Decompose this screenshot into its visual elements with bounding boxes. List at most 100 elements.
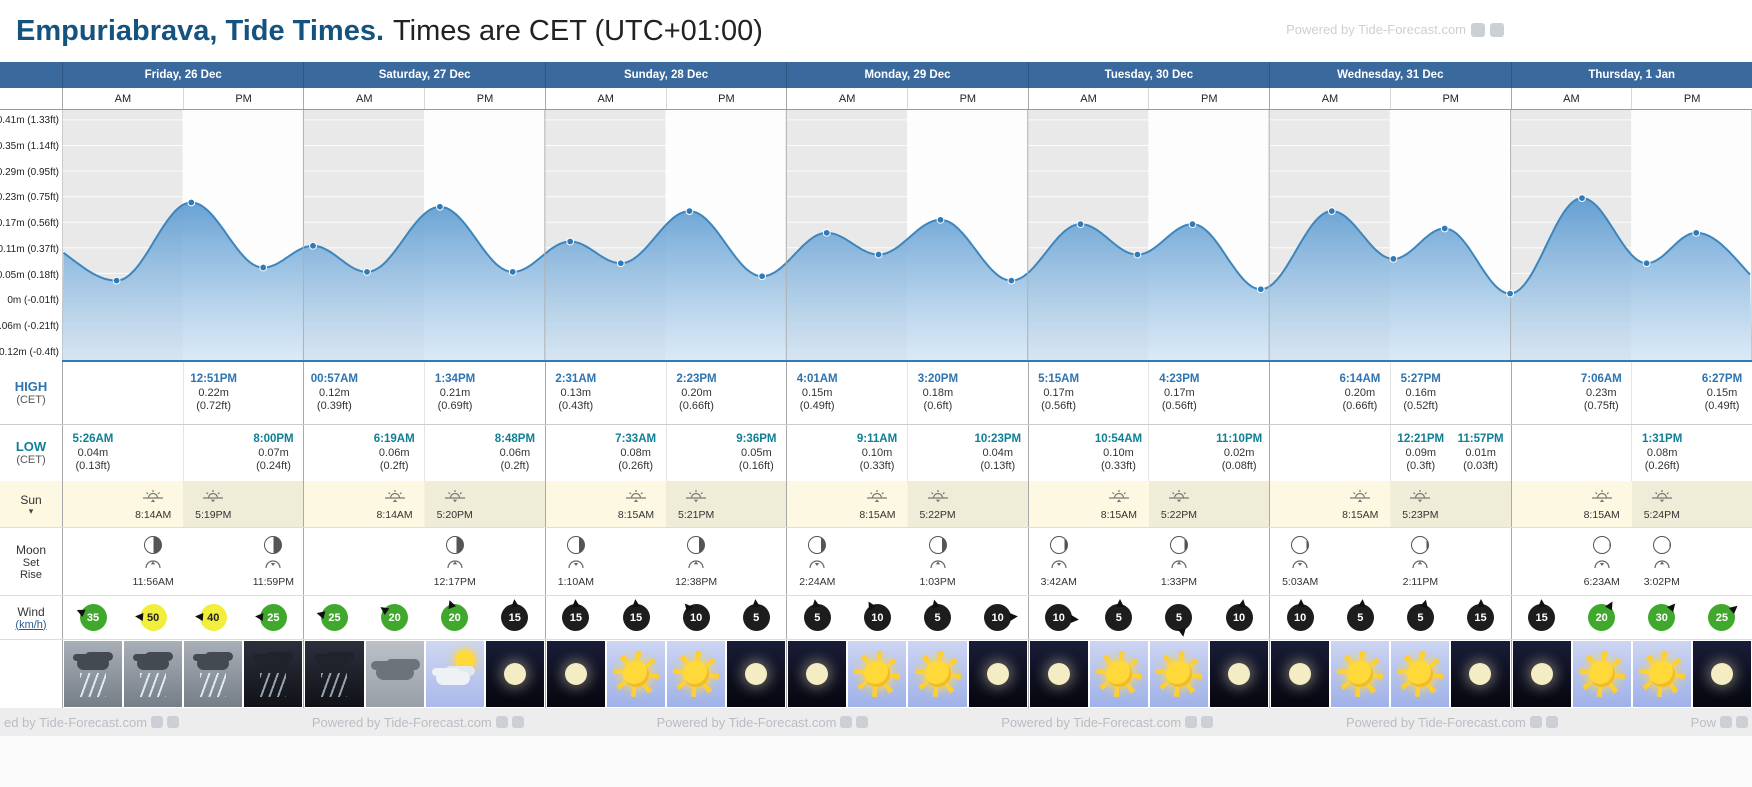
weather-sunny-icon [1572, 641, 1631, 707]
day-weather [1510, 640, 1752, 708]
tide-height-m: 0.12m [319, 386, 350, 399]
wind-label: Wind [17, 604, 45, 619]
page-header: Empuriabrava, Tide Times. Times are CET … [0, 0, 1752, 62]
wind-direction-arrow [251, 611, 264, 621]
day-ampm-cell: AM PM [303, 88, 544, 109]
sunrise-event: 8:15AM [1584, 488, 1620, 521]
sunrise-icon [625, 488, 647, 508]
play-store-icon[interactable] [1490, 22, 1504, 37]
powered-by-text: Powered by Tide-Forecast.com [1286, 22, 1466, 37]
tide-point-high [436, 202, 444, 211]
tide-time: 12:51PM [190, 373, 237, 386]
wind-direction-arrow [1177, 627, 1188, 641]
tide-height-ft: (0.39ft) [316, 399, 352, 412]
weather-clear-night-icon [968, 641, 1027, 707]
moon-set-event: 6:23AM [1584, 535, 1620, 588]
moon-phase-icon [928, 535, 947, 554]
day-header: Monday, 29 Dec [786, 62, 1027, 88]
low-tide-event: 9:11AM 0.10m (0.33ft) [857, 433, 897, 473]
day-column: 6:19AM 0.06m (0.2ft) 8:48PM 0.06m (0.2ft) [303, 425, 544, 481]
tide-height-m: 0.20m [1344, 386, 1376, 399]
moon-phase-icon [445, 535, 464, 554]
wind-speed-badge: 15 [501, 594, 529, 631]
weather-rain-icon [124, 641, 183, 707]
ampm-label-am: AM [597, 92, 614, 105]
sun-row-toggle-icon[interactable]: ▾ [28, 505, 34, 516]
wind-speed-badge: 5 [1346, 594, 1374, 631]
tide-height-m: 0.17m [1043, 386, 1074, 399]
powered-by-link[interactable]: Powered by Tide-Forecast.com [1286, 22, 1504, 37]
tide-height-m: 0.21m [439, 386, 471, 399]
high-row-label: HIGH (CET) [0, 362, 62, 424]
axis-label: 0.17m (0.56ft) [0, 218, 59, 230]
tide-time: 6:14AM [1339, 373, 1381, 386]
chart-y-axis: 0.41m (1.33ft) 0.35m (1.14ft) 0.29m (0.95f… [0, 110, 62, 362]
day-header-row: Friday, 26 Dec Saturday, 27 Dec Sunday, 28… [0, 62, 1752, 88]
low-tide-event: 12:21PM 0.09m (0.3ft) [1397, 433, 1444, 473]
wind-speed-badge: 5 [1406, 594, 1434, 631]
tide-point-low [1256, 285, 1265, 294]
moon-rise-event: 11:56AM [133, 535, 174, 588]
tide-height-m: 0.07m [258, 446, 289, 459]
moon-set-event: 3:42AM [1041, 535, 1077, 588]
day-column: 1:31PM 0.08m (0.26ft) [1510, 425, 1752, 481]
app-store-icon[interactable] [1471, 22, 1485, 37]
moon-rise-event: 12:17PM [434, 535, 476, 588]
ampm-label-am: AM [1321, 92, 1339, 105]
tide-point-low [1389, 255, 1398, 263]
moon-row-label: Moon Set Rise [0, 528, 62, 595]
axis-label: 0m (-0.01ft) [7, 295, 59, 307]
tide-point-high [566, 237, 575, 246]
moon-set-event: 1:10AM [558, 535, 594, 588]
sunset-time: 5:19PM [195, 508, 232, 521]
page-bottom-area [0, 736, 1752, 787]
wind-unit-link[interactable]: (km/h) [15, 618, 47, 631]
wind-direction-arrow [1536, 594, 1546, 607]
footer-watermark[interactable]: Powered by Tide-Forecast.com [312, 715, 524, 730]
moon-rise-event: 12:38PM [675, 535, 717, 588]
tide-height-ft: (0.13ft) [75, 459, 111, 472]
weather-clear-night-icon [1692, 641, 1751, 707]
wind-row: Wind (km/h) 35 50 40 25 25 20 20 15 15 15 10 5 5 10 5 1… [0, 594, 1752, 641]
weather-partly-icon [425, 641, 484, 707]
moon-rise-icon [144, 556, 162, 574]
high-tide-event: 2:23PM 0.20m (0.66ft) [676, 373, 716, 413]
footer-watermark[interactable]: Pow [1691, 715, 1748, 730]
footer-watermark[interactable]: Powered by Tide-Forecast.com [657, 715, 869, 730]
footer-watermark[interactable]: Powered by Tide-Forecast.com [1346, 715, 1558, 730]
wind-speed-badge: 5 [1105, 594, 1133, 631]
day-wind: 10 5 5 15 [1269, 594, 1510, 639]
tide-height-m: 0.04m [77, 446, 109, 459]
high-label: HIGH [14, 378, 48, 394]
low-tide-event: 8:48PM 0.06m (0.2ft) [495, 433, 535, 473]
moon-rise-icon [687, 556, 705, 574]
tide-time: 12:21PM [1397, 433, 1445, 446]
day-moon: 6:23AM 3:02PM [1510, 528, 1752, 595]
sunset-icon [1168, 488, 1190, 508]
day-moon: 2:24AM 1:03PM [786, 528, 1027, 595]
low-tide-event: 11:10PM 0.02m (0.08ft) [1216, 433, 1262, 473]
wind-direction-arrow [312, 607, 326, 619]
weather-row [0, 640, 1752, 708]
high-tide-event: 6:27PM 0.15m (0.49ft) [1702, 373, 1742, 413]
high-tide-event: 1:34PM 0.21m (0.69ft) [435, 373, 475, 413]
day-moon: 1:10AM 12:38PM [544, 528, 786, 595]
wind-direction-arrow [71, 604, 86, 617]
day-column: 10:54AM 0.10m (0.33ft) 11:10PM 0.02m (0.08ft) [1027, 425, 1269, 481]
tide-time: 10:23PM [974, 433, 1022, 446]
wind-speed-badge: 20 [374, 601, 409, 631]
weather-clear-night-icon [1210, 641, 1269, 707]
wind-speed-badge: 40 [191, 604, 227, 631]
tide-height-m: 0.01m [1465, 446, 1496, 459]
tide-chart [62, 110, 1752, 362]
wind-direction-arrow [1115, 594, 1124, 607]
day-header: Wednesday, 31 Dec [1269, 62, 1510, 88]
day-column: 7:06AM 0.23m (0.75ft) 6:27PM 0.15m (0.49ft) [1510, 362, 1752, 424]
footer-watermark[interactable]: Powered by Tide-Forecast.com [1001, 715, 1214, 730]
footer-watermark[interactable]: ed by Tide-Forecast.com [4, 715, 180, 730]
tide-height-m: 0.16m [1405, 386, 1437, 399]
tide-point-low [616, 259, 625, 268]
wind-direction-arrow [570, 594, 580, 607]
sunset-icon [202, 488, 224, 508]
weather-rain-icon [184, 641, 243, 707]
